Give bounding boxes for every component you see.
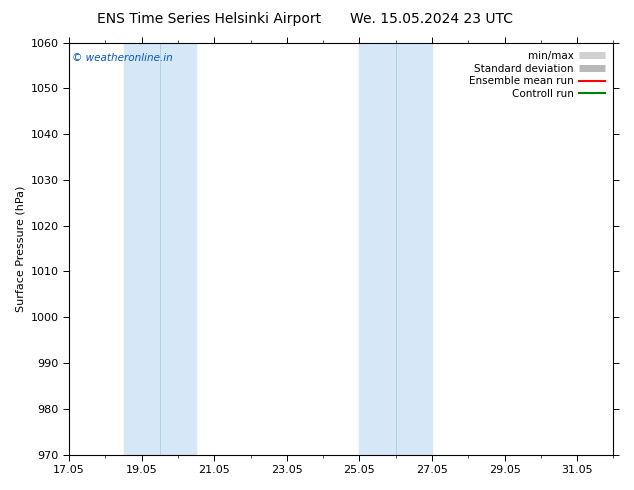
Text: We. 15.05.2024 23 UTC: We. 15.05.2024 23 UTC (349, 12, 513, 26)
Bar (359, 43, 432, 455)
Text: © weatheronline.in: © weatheronline.in (72, 53, 172, 63)
Y-axis label: Surface Pressure (hPa): Surface Pressure (hPa) (15, 185, 25, 312)
Bar (124, 43, 196, 455)
Legend: min/max, Standard deviation, Ensemble mean run, Controll run: min/max, Standard deviation, Ensemble me… (466, 48, 608, 102)
Text: ENS Time Series Helsinki Airport: ENS Time Series Helsinki Airport (97, 12, 321, 26)
